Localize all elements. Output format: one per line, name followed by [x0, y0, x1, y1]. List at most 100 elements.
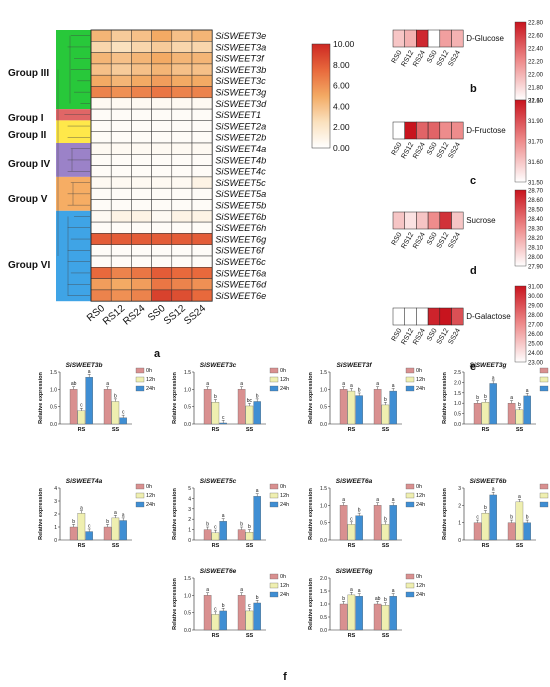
x-tick-label: SS — [112, 543, 120, 549]
legend-label: 24h — [146, 502, 155, 508]
chart-title: SiSWEET3b — [66, 362, 103, 369]
heatmap-cell — [191, 187, 213, 200]
heatmap-cell — [90, 86, 112, 99]
significance-letter: b — [384, 397, 387, 403]
legend-swatch — [135, 501, 145, 508]
significance-letter: a — [240, 587, 243, 593]
significance-letter: a — [392, 383, 395, 389]
significance-letter: c — [80, 403, 83, 409]
significance-letter: a — [206, 381, 209, 387]
x-tick-label: RS — [348, 427, 356, 433]
legend-label: 24h — [416, 592, 425, 598]
group-label: Group III — [8, 68, 49, 79]
legend-label: 12h — [280, 377, 289, 383]
significance-letter: a — [122, 512, 125, 518]
heatmap-cell — [151, 278, 173, 291]
legend-label: 24h — [280, 386, 289, 392]
legend-label: 24h — [416, 386, 425, 392]
heatmap-cell — [90, 41, 112, 53]
bar — [211, 614, 220, 631]
heatmap-cell — [191, 29, 213, 42]
sugar-colorbar-tick: 28.00 — [528, 313, 544, 319]
legend-swatch — [269, 367, 279, 374]
legend-label: 0h — [416, 368, 422, 374]
heatmap-cell — [131, 289, 152, 302]
legend-label: 24h — [280, 502, 289, 508]
colorbar-tick: 8.00 — [333, 60, 350, 70]
bar — [389, 390, 397, 425]
legend-label: 0h — [416, 484, 422, 490]
heatmap-cell — [90, 278, 112, 291]
group-color-block — [56, 210, 91, 302]
bar — [347, 524, 356, 541]
bar — [347, 594, 356, 631]
bar — [489, 383, 497, 425]
legend-swatch — [539, 492, 549, 499]
significance-letter: c — [476, 515, 479, 521]
sugar-cell — [439, 211, 452, 230]
significance-letter: b — [240, 522, 243, 528]
significance-letter: ab — [375, 596, 381, 602]
sugar-colorbar-tick: 22.00 — [528, 73, 544, 79]
bar — [211, 402, 220, 425]
heatmap-cell — [110, 120, 132, 132]
significance-letter: a — [342, 497, 345, 503]
sugar-colorbar-tick: 28.40 — [528, 217, 544, 223]
heatmap-cell — [90, 255, 112, 268]
legend-swatch — [135, 376, 145, 383]
heatmap-cell — [151, 131, 173, 144]
heatmap-cell — [90, 131, 112, 144]
heatmap-cell — [90, 210, 112, 223]
legend-label: 12h — [146, 377, 155, 383]
sugar-sample-label: SS24 — [447, 49, 462, 67]
sugar-colorbar — [514, 189, 527, 267]
heatmap-cell — [131, 176, 152, 189]
sugar-colorbar-tick: 22.20 — [528, 60, 544, 66]
y-tick-label: 3 — [188, 507, 191, 513]
heatmap-cell — [110, 108, 132, 121]
sugar-sample-label: SS24 — [447, 141, 462, 159]
gene-label: SiSWEET3a — [215, 42, 266, 52]
legend-label: 0h — [280, 484, 286, 490]
sugar-sample-label: SS24 — [447, 231, 462, 249]
legend-swatch — [539, 385, 549, 392]
bar — [245, 610, 254, 631]
significance-letter: a — [114, 510, 117, 516]
significance-letter: b — [214, 394, 217, 400]
bar — [253, 496, 261, 541]
heatmap-cell — [110, 142, 132, 155]
sugar-cell — [416, 29, 429, 48]
y-tick-label: 1 — [54, 525, 57, 531]
colorbar-tick: 10.00 — [333, 39, 355, 49]
y-axis-label: Relative expression — [308, 488, 314, 540]
bar — [77, 410, 86, 425]
heatmap-cell — [171, 165, 193, 178]
heatmap-cell — [131, 97, 152, 110]
bar — [237, 595, 246, 631]
significance-letter: c — [88, 523, 91, 529]
heatmap-cell — [171, 131, 193, 144]
sugar-colorbar-tick: 25.00 — [528, 342, 544, 348]
bar — [85, 377, 93, 425]
colorbar-tick: 6.00 — [333, 81, 350, 91]
y-tick-label: 0 — [188, 538, 191, 544]
heatmap-cell — [171, 187, 193, 200]
significance-letter: a — [240, 381, 243, 387]
significance-letter: c — [122, 410, 125, 416]
significance-letter: c — [214, 606, 217, 612]
heatmap-cell — [191, 142, 213, 155]
y-tick-label: 0.0 — [320, 628, 327, 634]
significance-letter: b — [114, 393, 117, 399]
y-tick-label: 1.0 — [184, 387, 191, 393]
heatmap-cell — [191, 289, 213, 302]
sugar-name: D-Glucose — [466, 34, 504, 43]
sugar-colorbar — [514, 99, 527, 183]
significance-letter: a — [392, 588, 395, 594]
bar — [203, 389, 212, 425]
bar — [473, 522, 482, 541]
sugar-colorbar-tick: 27.00 — [528, 323, 544, 329]
heatmap-cell — [131, 29, 152, 42]
significance-letter: b — [518, 402, 521, 408]
